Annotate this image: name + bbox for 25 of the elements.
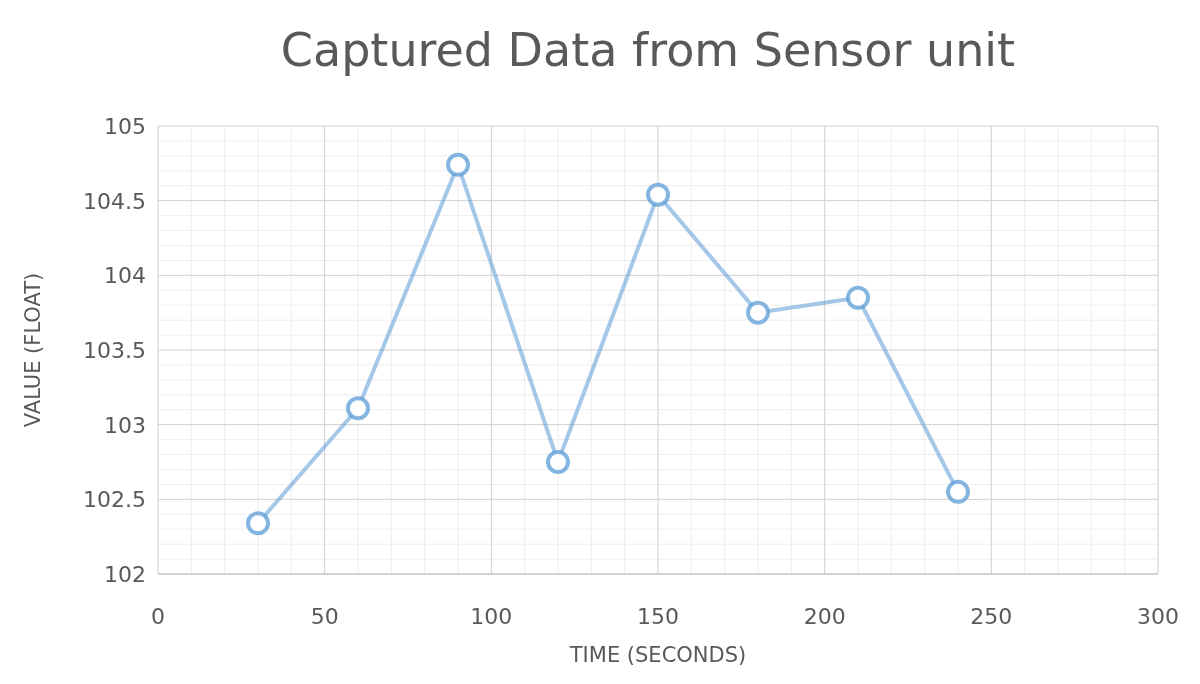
point [846,285,870,310]
x-tick-label: 100 [470,604,513,629]
x-tick-label: 250 [970,604,1013,629]
y-axis-title: VALUE (FLOAT) [21,272,45,428]
chart-title: Captured Data from Sensor unit [280,23,1016,77]
point [346,396,370,421]
x-tick-label: 50 [310,604,339,629]
point [746,300,770,325]
y-tick-label: 104 [104,263,146,289]
point [646,182,670,207]
point [946,479,970,504]
point [546,450,570,474]
x-tick-label: 300 [1137,604,1179,629]
y-tick-label: 102 [104,562,146,587]
y-tick-label: 103 [104,412,146,438]
y-tick-label: 105 [104,114,146,139]
x-axis-title: TIME (SECONDS) [568,643,747,667]
y-tick-label: 104.5 [83,188,146,214]
x-tick-label: 0 [151,604,165,629]
point [246,511,270,536]
x-tick-label: 200 [803,604,846,629]
y-tick-label: 103.5 [83,338,146,363]
point [446,152,470,177]
x-tick-label: 150 [637,604,679,629]
y-tick-label: 102.5 [83,487,146,513]
